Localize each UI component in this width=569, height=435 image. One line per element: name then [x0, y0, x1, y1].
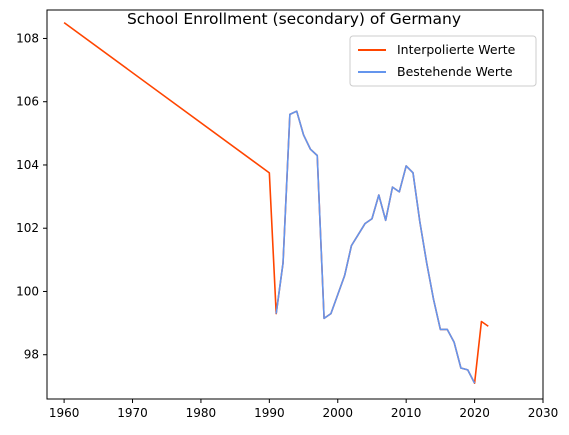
x-tick-label: 2000 — [322, 406, 353, 420]
y-tick-label: 100 — [16, 284, 39, 298]
legend-label-interpolated: Interpolierte Werte — [397, 42, 516, 57]
x-tick-label: 1970 — [117, 406, 148, 420]
y-axis: 98 100 102 104 106 108 — [16, 31, 47, 362]
x-tick-label: 2030 — [528, 406, 559, 420]
plot-frame — [46, 9, 544, 400]
x-tick-label: 2020 — [459, 406, 490, 420]
plot-series — [63, 22, 489, 384]
legend-box — [349, 35, 537, 87]
legend: Interpolierte Werte Bestehende Werte — [349, 35, 537, 87]
chart-title: School Enrollment (secondary) of Germany — [127, 10, 461, 28]
x-tick-label: 1960 — [49, 406, 80, 420]
y-tick-label: 106 — [16, 95, 39, 109]
y-tick-label: 108 — [16, 31, 39, 45]
x-axis: 1960 1970 1980 1990 2000 2010 2020 2030 — [49, 399, 558, 420]
legend-label-existing: Bestehende Werte — [397, 64, 513, 79]
x-tick-label: 1990 — [254, 406, 285, 420]
y-tick-label: 102 — [16, 221, 39, 235]
y-tick-label: 98 — [24, 348, 39, 362]
series-line-existing — [275, 110, 476, 384]
x-tick-label: 2010 — [391, 406, 422, 420]
y-tick-label: 104 — [16, 158, 39, 172]
x-tick-label: 1980 — [186, 406, 217, 420]
